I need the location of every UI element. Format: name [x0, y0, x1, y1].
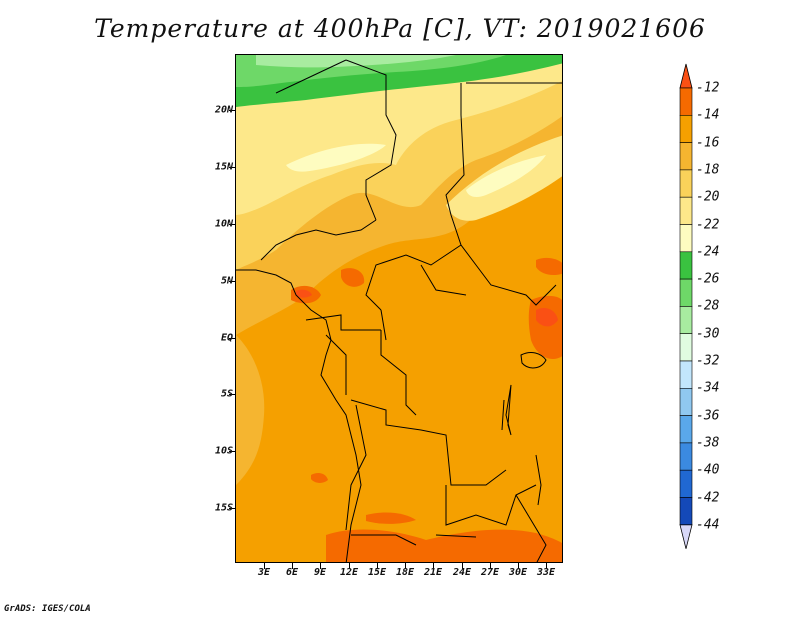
- colorbar-top-arrow: [679, 63, 693, 89]
- colorbar-label: -26: [696, 271, 720, 287]
- lon-label: 3E: [257, 567, 271, 578]
- colorbar-label: -44: [696, 517, 720, 533]
- lon-tick: [377, 563, 378, 569]
- lon-label: 21E: [423, 567, 443, 578]
- lon-tick: [518, 563, 519, 569]
- border-north: [260, 59, 562, 261]
- lat-label: 15S: [214, 502, 233, 514]
- band-minus-10-core: [536, 308, 558, 327]
- lat-label: 5N: [220, 275, 233, 287]
- lat-label: 5S: [220, 388, 233, 400]
- colorbar-label: -36: [696, 408, 720, 424]
- border-equatorial: [305, 314, 507, 486]
- lat-tick: [229, 508, 235, 509]
- colorbar-label: -12: [696, 80, 720, 96]
- lon-tick: [405, 563, 406, 569]
- band-minus-12-south: [326, 529, 562, 562]
- lon-label: 33E: [536, 567, 556, 578]
- colorbar-box: [679, 142, 693, 171]
- lat-label: EQ: [220, 332, 233, 344]
- colorbar-label: -20: [696, 189, 720, 205]
- lon-tick: [490, 563, 491, 569]
- colorbar-label: -30: [696, 326, 720, 342]
- lon-label: 9E: [313, 567, 327, 578]
- colorbar-box: [679, 469, 693, 498]
- colorbar-box: [679, 387, 693, 416]
- colorbar-label: -14: [696, 107, 720, 123]
- band-minus-12-patch-2: [341, 268, 365, 287]
- lon-label: 30E: [508, 567, 528, 578]
- lon-tick: [462, 563, 463, 569]
- colorbar-box: [679, 360, 693, 389]
- border-east: [365, 83, 557, 341]
- colorbar-box: [679, 87, 693, 116]
- colorbar-label: -40: [696, 462, 720, 478]
- lon-tick: [546, 563, 547, 569]
- map-title: Temperature at 400hPa [C], VT: 201902160…: [94, 14, 706, 43]
- colorbar-box: [679, 224, 693, 253]
- lon-tick: [264, 563, 265, 569]
- colorbar-box: [679, 306, 693, 334]
- lon-label: 12E: [339, 567, 359, 578]
- lat-tick: [229, 394, 235, 395]
- band-minus-28: [256, 55, 456, 68]
- lat-tick: [229, 167, 235, 168]
- lon-label: 15E: [367, 567, 387, 578]
- colorbar-box: [679, 114, 693, 143]
- colorbar: [679, 63, 693, 549]
- colorbar-box: [679, 442, 693, 471]
- colorbar-label: -32: [696, 353, 720, 369]
- lat-label: 15N: [214, 161, 233, 173]
- lat-tick: [229, 110, 235, 111]
- colorbar-label: -22: [696, 217, 720, 232]
- lat-label: 20N: [214, 104, 233, 116]
- lat-tick: [229, 281, 235, 282]
- lon-tick: [320, 563, 321, 569]
- lat-tick: [229, 451, 235, 452]
- lon-label: 18E: [395, 567, 415, 578]
- lon-label: 6E: [285, 567, 299, 578]
- lon-tick: [433, 563, 434, 569]
- lon-tick: [292, 563, 293, 569]
- band-minus-16-west: [236, 335, 265, 485]
- colorbar-box: [679, 251, 693, 280]
- lat-tick: [229, 338, 235, 339]
- band-minus-10-core-2: [296, 289, 312, 298]
- lake-tanganyika: [501, 384, 512, 436]
- grads-credit: GrADS: IGES/COLA: [4, 604, 91, 614]
- band-minus-22-east: [466, 155, 546, 198]
- colorbar-box: [679, 497, 693, 526]
- band-minus-22: [286, 143, 386, 172]
- lon-label: 27E: [480, 567, 500, 578]
- coastline-west: [236, 269, 362, 562]
- colorbar-box: [679, 333, 693, 362]
- colorbar-label: -16: [696, 135, 720, 151]
- lake-victoria: [520, 352, 547, 369]
- colorbar-label: -38: [696, 435, 720, 451]
- band-minus-12-patch-4: [536, 257, 562, 275]
- band-minus-12-south-2: [366, 512, 416, 524]
- colorbar-label: -34: [696, 380, 720, 396]
- colorbar-box: [679, 196, 693, 225]
- colorbar-label: -28: [696, 298, 720, 314]
- lon-tick: [349, 563, 350, 569]
- band-minus-12-patch-5: [311, 472, 328, 483]
- lake-malawi: [535, 454, 542, 506]
- lon-label: 24E: [452, 567, 472, 578]
- colorbar-label: -18: [696, 162, 720, 178]
- lat-label: 10N: [214, 218, 233, 230]
- temperature-map: [235, 54, 563, 563]
- colorbar-box: [679, 278, 693, 307]
- colorbar-label: -42: [696, 490, 720, 505]
- colorbar-box: [679, 415, 693, 444]
- colorbar-box: [679, 169, 693, 198]
- colorbar-bottom-arrow: [679, 524, 693, 549]
- colorbar-label: -24: [696, 244, 720, 260]
- lat-label: 10S: [214, 445, 233, 457]
- lat-tick: [229, 224, 235, 225]
